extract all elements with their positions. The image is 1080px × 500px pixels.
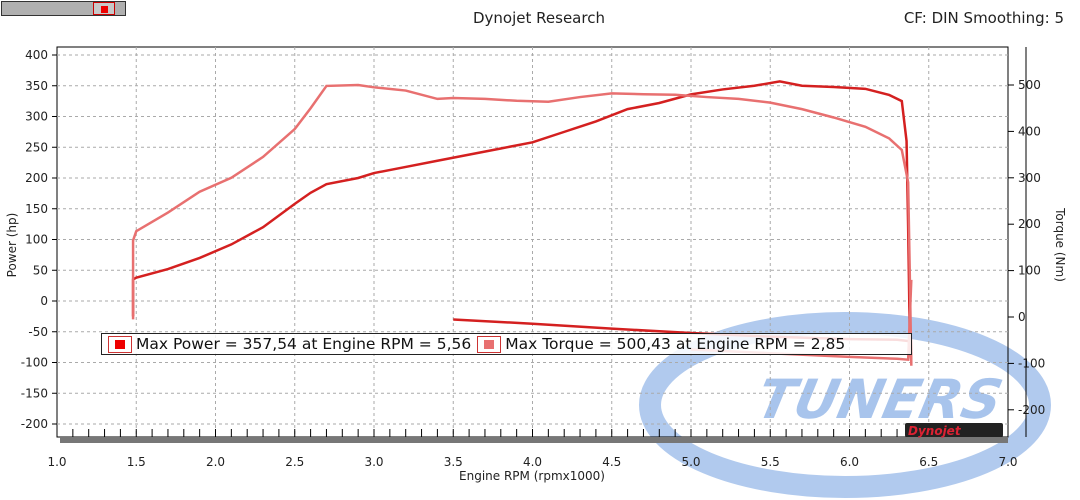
dynojet-logo: Dynojet — [908, 424, 962, 438]
x-tick-label: 5.5 — [761, 455, 780, 469]
series-power — [131, 80, 913, 363]
legend-torque: Max Torque = 500,43 at Engine RPM = 2,85 — [505, 335, 846, 353]
x-axis-title: Engine RPM (rpmx1000) — [459, 469, 605, 483]
x-tick-label: 6.0 — [840, 455, 859, 469]
y-axis-title: Power (hp) — [5, 213, 19, 278]
x-tick-label: 2.0 — [206, 455, 225, 469]
watermark-ring — [639, 312, 1051, 498]
y-tick-label: -150 — [21, 386, 48, 400]
chart-scrollbar[interactable] — [1, 1, 126, 16]
x-tick-label: 2.5 — [285, 455, 304, 469]
chart-title: Dynojet Research — [473, 9, 605, 27]
y-tick-label: 400 — [25, 48, 48, 62]
x-tick-label: 1.0 — [47, 455, 66, 469]
x-tick-label: 1.5 — [127, 455, 146, 469]
watermark-text: TUNERS — [751, 368, 1008, 431]
power-legend-swatch — [108, 335, 132, 353]
x-tick-label: 4.0 — [523, 455, 542, 469]
y-tick-label: -100 — [21, 356, 48, 370]
legend-power: Max Power = 357,54 at Engine RPM = 5,56 — [136, 335, 472, 353]
y-tick-label: -50 — [28, 325, 48, 339]
y2-tick-label: 500 — [1018, 78, 1041, 92]
x-tick-label: 3.5 — [444, 455, 463, 469]
y2-tick-label: 0 — [1018, 310, 1026, 324]
correction-factor-label: CF: DIN Smoothing: 5 — [903, 9, 1064, 27]
y2-tick-label: 300 — [1018, 171, 1041, 185]
series-torque — [131, 83, 913, 366]
y-tick-label: -200 — [21, 417, 48, 431]
x-tick-label: 4.5 — [602, 455, 621, 469]
y-tick-label: 200 — [25, 171, 48, 185]
y-tick-label: 50 — [33, 263, 48, 277]
scrollbar-thumb[interactable] — [93, 2, 115, 15]
y2-tick-label: 100 — [1018, 264, 1041, 278]
x-tick-label: 5.0 — [681, 455, 700, 469]
x-axis-bar — [60, 437, 1008, 443]
y2-tick-label: 400 — [1018, 124, 1041, 138]
y-tick-label: 300 — [25, 110, 48, 124]
y-tick-label: 250 — [25, 140, 48, 154]
y2-axis-title: Torque (Nm) — [1053, 207, 1067, 282]
y-tick-label: 0 — [40, 294, 48, 308]
legend: Max Power = 357,54 at Engine RPM = 5,56 … — [101, 333, 912, 355]
y-tick-label: 100 — [25, 233, 48, 247]
x-tick-label: 6.5 — [919, 455, 938, 469]
x-tick-label: 3.0 — [364, 455, 383, 469]
torque-legend-swatch — [477, 335, 502, 353]
y2-tick-label: -200 — [1018, 403, 1045, 417]
dynojet-logo-bg — [905, 423, 1003, 437]
y2-tick-label: -100 — [1018, 356, 1045, 370]
x-tick-label: 7.0 — [998, 455, 1017, 469]
y-tick-label: 150 — [25, 202, 48, 216]
y-tick-label: 350 — [25, 79, 48, 93]
y2-tick-label: 200 — [1018, 217, 1041, 231]
